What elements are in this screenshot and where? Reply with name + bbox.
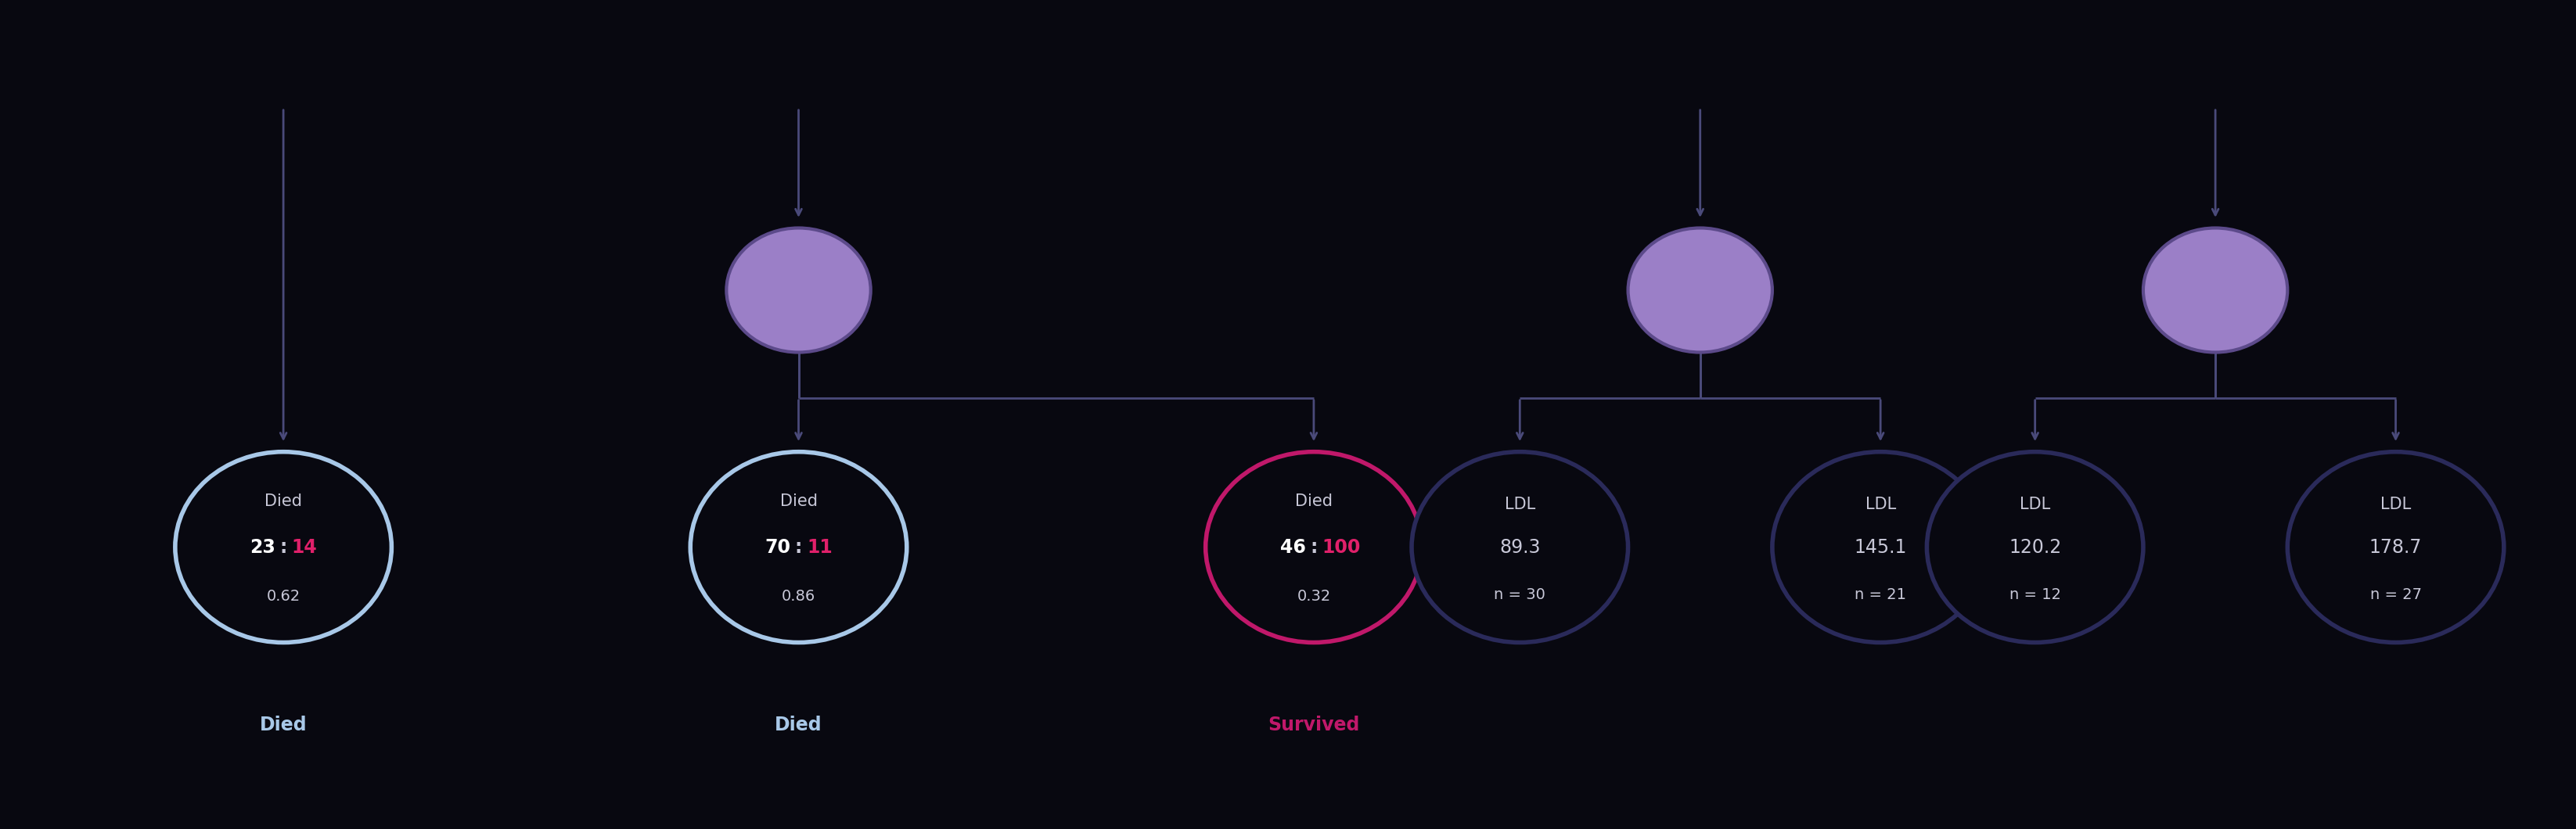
Text: 0.32: 0.32 bbox=[1296, 589, 1332, 604]
Text: 11: 11 bbox=[806, 538, 832, 556]
Ellipse shape bbox=[175, 452, 392, 642]
Ellipse shape bbox=[1206, 452, 1422, 642]
Text: :: : bbox=[796, 538, 801, 556]
Text: 145.1: 145.1 bbox=[1855, 538, 1906, 556]
Text: Died: Died bbox=[775, 716, 822, 734]
Ellipse shape bbox=[2143, 228, 2287, 352]
Text: 46: 46 bbox=[1280, 538, 1306, 556]
Ellipse shape bbox=[2287, 452, 2504, 642]
Text: LDL: LDL bbox=[1504, 497, 1535, 512]
Text: LDL: LDL bbox=[1865, 497, 1896, 512]
Text: LDL: LDL bbox=[2020, 497, 2050, 512]
Text: 14: 14 bbox=[291, 538, 317, 556]
Text: :: : bbox=[281, 538, 286, 556]
Text: Died: Died bbox=[781, 493, 817, 509]
Ellipse shape bbox=[1412, 452, 1628, 642]
Text: 89.3: 89.3 bbox=[1499, 538, 1540, 556]
Text: 100: 100 bbox=[1321, 538, 1360, 556]
Text: :: : bbox=[1311, 538, 1316, 556]
Ellipse shape bbox=[1628, 228, 1772, 352]
Text: n = 30: n = 30 bbox=[1494, 588, 1546, 602]
Text: Died: Died bbox=[265, 493, 301, 509]
Text: n = 27: n = 27 bbox=[2370, 588, 2421, 602]
Ellipse shape bbox=[1772, 452, 1989, 642]
Text: 70: 70 bbox=[765, 538, 791, 556]
Text: Died: Died bbox=[1296, 493, 1332, 509]
Text: 120.2: 120.2 bbox=[2009, 538, 2061, 556]
Text: n = 21: n = 21 bbox=[1855, 588, 1906, 602]
Text: Died: Died bbox=[260, 716, 307, 734]
Text: n = 12: n = 12 bbox=[2009, 588, 2061, 602]
Ellipse shape bbox=[726, 228, 871, 352]
Text: 0.86: 0.86 bbox=[781, 589, 817, 604]
Ellipse shape bbox=[690, 452, 907, 642]
Text: 178.7: 178.7 bbox=[2370, 538, 2421, 556]
Text: 0.62: 0.62 bbox=[265, 589, 301, 604]
Text: LDL: LDL bbox=[2380, 497, 2411, 512]
Text: Survived: Survived bbox=[1267, 716, 1360, 734]
Ellipse shape bbox=[1927, 452, 2143, 642]
Text: 23: 23 bbox=[250, 538, 276, 556]
